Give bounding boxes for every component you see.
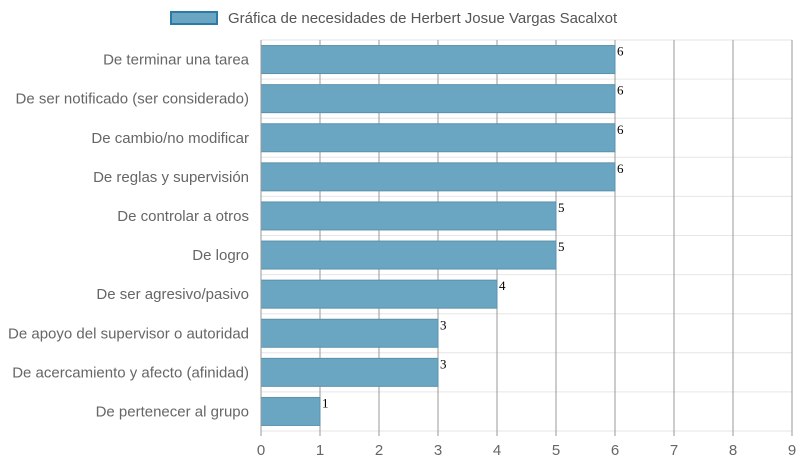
data-label: 6: [617, 44, 624, 59]
chart-legend[interactable]: Gráfica de necesidades de Herbert Josue …: [0, 8, 800, 30]
bar: [260, 357, 439, 387]
x-tick-label: 2: [375, 442, 383, 459]
legend-swatch: [170, 11, 218, 25]
data-label: 6: [617, 122, 624, 137]
x-tick-label: 0: [257, 442, 265, 459]
x-tick-label: 7: [670, 442, 678, 459]
category-label: De controlar a otros: [117, 208, 249, 225]
bar: [260, 45, 616, 75]
category-label: De ser agresivo/pasivo: [96, 286, 249, 303]
category-label: De acercamiento y afecto (afinidad): [12, 364, 249, 381]
x-tick-label: 3: [434, 442, 442, 459]
category-label: De ser notificado (ser considerado): [16, 91, 249, 108]
bar: [260, 123, 616, 153]
data-label: 4: [499, 278, 506, 293]
x-tick-label: 5: [552, 442, 560, 459]
x-tick-label: 9: [788, 442, 796, 459]
category-label: De apoyo del supervisor o autoridad: [8, 325, 249, 342]
x-tick-label: 4: [493, 442, 501, 459]
category-label: De reglas y supervisión: [93, 169, 249, 186]
data-label: 5: [558, 239, 565, 254]
bar: [260, 201, 557, 231]
legend-label: Gráfica de necesidades de Herbert Josue …: [228, 10, 618, 27]
bar: [260, 84, 616, 114]
x-tick-label: 1: [316, 442, 324, 459]
bar: [260, 240, 557, 270]
category-label: De pertenecer al grupo: [96, 403, 249, 420]
category-label: De logro: [192, 247, 249, 264]
x-tick-label: 6: [611, 442, 619, 459]
data-label: 1: [322, 395, 329, 410]
data-label: 6: [617, 83, 624, 98]
category-label: De terminar una tarea: [103, 52, 250, 69]
data-label: 6: [617, 161, 624, 176]
data-label: 3: [440, 317, 447, 332]
data-label: 5: [558, 200, 565, 215]
x-tick-label: 8: [729, 442, 737, 459]
bar: [260, 318, 439, 348]
bar: [260, 162, 616, 192]
data-label: 3: [440, 356, 447, 371]
bar: [260, 396, 321, 426]
category-label: De cambio/no modificar: [91, 130, 249, 147]
bar: [260, 279, 498, 309]
